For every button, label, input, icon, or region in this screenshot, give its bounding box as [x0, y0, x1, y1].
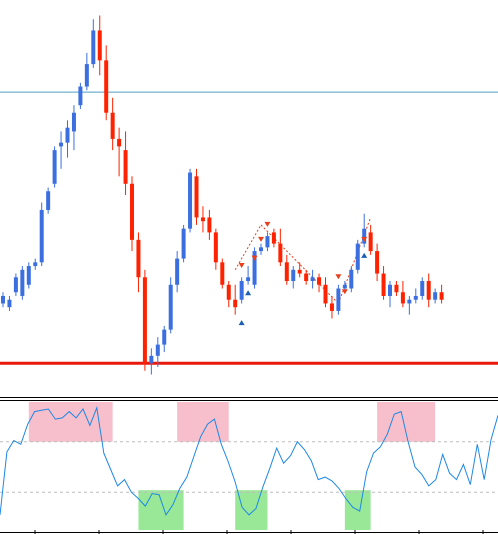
- candle-body: [226, 284, 231, 300]
- candle-body: [155, 344, 160, 356]
- candle-body: [323, 284, 328, 304]
- candle-body: [349, 269, 354, 289]
- candle-body: [97, 30, 102, 61]
- candle-body: [123, 150, 128, 184]
- candle-body: [284, 262, 289, 282]
- price-levels: [0, 91, 498, 365]
- candle-body: [329, 303, 334, 311]
- candle-body: [175, 258, 180, 285]
- candle-body: [84, 64, 89, 87]
- overbought-zone: [177, 402, 229, 442]
- candle-body: [336, 288, 341, 311]
- candle-body: [362, 228, 367, 244]
- overbought-zone: [377, 402, 436, 442]
- candle-body: [168, 284, 173, 330]
- candle-body: [52, 150, 57, 184]
- candle-body: [71, 112, 76, 132]
- buy-arrow-marker: [245, 290, 252, 296]
- candle-body: [181, 228, 186, 259]
- overbought-zone: [28, 402, 113, 442]
- candle-body: [304, 273, 309, 282]
- oscillator-zones: [28, 402, 436, 530]
- zigzag-segment: [234, 224, 262, 271]
- candle-body: [39, 209, 44, 263]
- candle-body: [278, 243, 283, 263]
- candle-body: [26, 266, 31, 285]
- candle-body: [220, 262, 225, 285]
- candle-body: [368, 232, 373, 252]
- oscillator-levels: [0, 441, 498, 493]
- sell-arrow-marker: [335, 274, 342, 280]
- candle-body: [59, 142, 64, 147]
- candle-body: [65, 127, 70, 143]
- candle-body: [297, 269, 302, 274]
- candle-body: [439, 292, 444, 300]
- sell-arrow-marker: [264, 221, 271, 227]
- candle-body: [388, 284, 392, 296]
- candle-body: [104, 60, 109, 113]
- candle-body: [136, 239, 141, 278]
- candle-body: [342, 284, 347, 289]
- candle-body: [200, 217, 205, 222]
- sell-arrow-marker: [258, 236, 264, 242]
- candle-body: [91, 30, 96, 65]
- candle-body: [142, 277, 147, 364]
- oscillator-line: [0, 405, 498, 517]
- candle-body: [213, 232, 218, 263]
- sell-arrow-marker: [238, 263, 245, 269]
- candle-body: [259, 247, 263, 252]
- candlestick-series: [1, 15, 444, 375]
- sell-arrow-marker: [341, 289, 348, 295]
- candle-body: [252, 251, 257, 285]
- candle-body: [194, 176, 199, 218]
- candle-body: [162, 329, 167, 345]
- candle-body: [381, 273, 386, 296]
- candle-body: [1, 295, 5, 304]
- candle-body: [46, 191, 51, 210]
- candle-body: [117, 138, 122, 147]
- candle-body: [110, 112, 115, 139]
- candle-body: [317, 277, 322, 285]
- candle-body: [130, 183, 134, 240]
- candle-body: [413, 295, 418, 300]
- candle-body: [265, 236, 270, 248]
- candle-body: [375, 251, 380, 274]
- candle-body: [433, 292, 438, 300]
- oversold-zone: [235, 490, 268, 530]
- candle-body: [13, 277, 18, 293]
- candle-body: [271, 232, 276, 244]
- candle-body: [149, 355, 154, 364]
- buy-arrow-marker: [361, 252, 368, 258]
- signal-markers: [238, 221, 368, 326]
- candle-body: [188, 172, 193, 229]
- sell-arrow-marker: [251, 255, 258, 261]
- candle-body: [207, 217, 212, 233]
- candle-body: [394, 284, 399, 293]
- candle-body: [239, 281, 244, 300]
- candle-body: [310, 277, 315, 282]
- buy-arrow-marker: [238, 320, 245, 326]
- sell-arrow-marker: [361, 236, 368, 242]
- candle-body: [355, 243, 360, 270]
- candle-body: [33, 262, 38, 267]
- candle-body: [233, 299, 238, 308]
- candle-body: [7, 299, 12, 308]
- candle-body: [407, 299, 412, 304]
- candle-body: [400, 292, 405, 304]
- candle-body: [291, 269, 296, 282]
- oscillator-series: [0, 405, 498, 517]
- candle-body: [426, 281, 431, 300]
- candle-body: [246, 277, 251, 282]
- candle-body: [20, 269, 25, 296]
- candle-body: [420, 281, 425, 296]
- pane-chrome: [0, 397, 498, 534]
- candle-body: [78, 86, 83, 106]
